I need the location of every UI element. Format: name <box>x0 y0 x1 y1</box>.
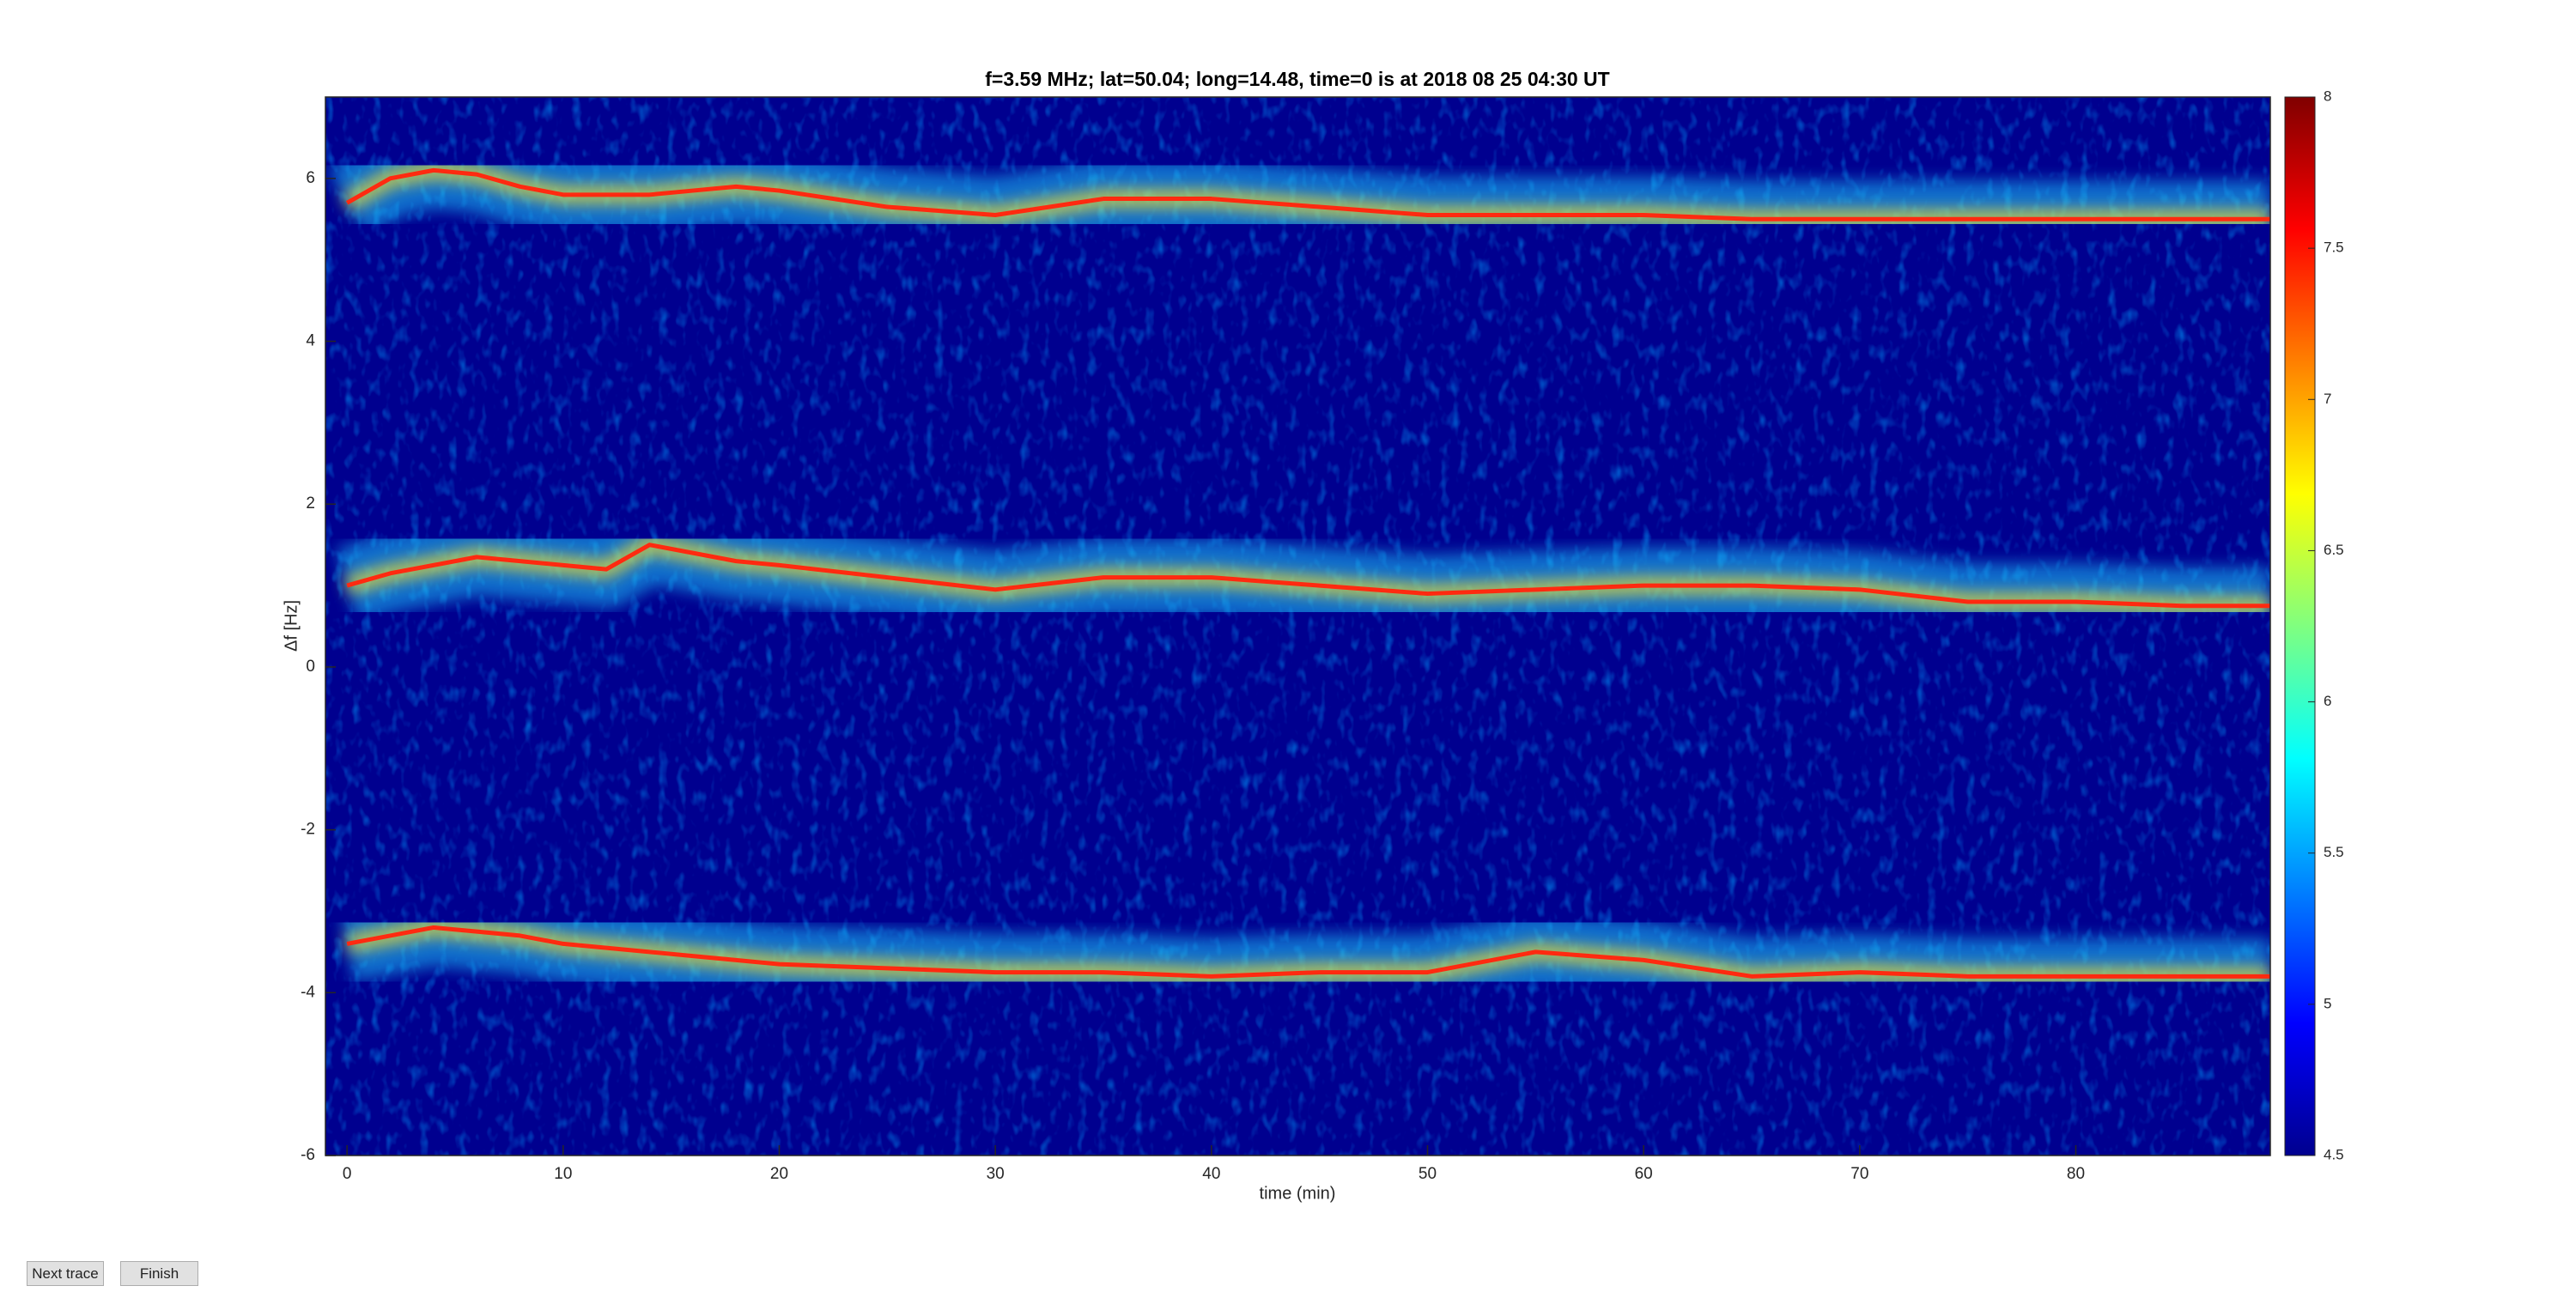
y-tick-label: -6 <box>301 1146 315 1164</box>
x-axis-label: time (min) <box>1260 1184 1336 1203</box>
colorbar-tick-label: 4.5 <box>2324 1146 2344 1162</box>
x-tick-label: 60 <box>1635 1165 1653 1183</box>
x-tick-label: 70 <box>1850 1165 1868 1183</box>
trace-bands <box>328 131 2270 1016</box>
x-tick-label: 0 <box>343 1165 352 1183</box>
colorbar-tick-label: 6 <box>2324 693 2331 709</box>
finish-button[interactable]: Finish <box>120 1261 198 1286</box>
x-tick-label: 40 <box>1202 1165 1220 1183</box>
plot-frame <box>325 96 2271 1156</box>
y-tick-label: -4 <box>301 983 315 1001</box>
colorbar-tick-label: 5.5 <box>2324 844 2344 860</box>
y-tick-label: 4 <box>306 332 315 350</box>
trace-line <box>346 543 2270 609</box>
y-tick-label: 2 <box>306 494 315 513</box>
trace-line <box>346 925 2270 979</box>
figure: f=3.59 MHz; lat=50.04; long=14.48, time=… <box>282 68 2344 1203</box>
x-tick-label: 30 <box>987 1165 1005 1183</box>
next-trace-button[interactable]: Next trace <box>27 1261 104 1286</box>
colorbar-tick-label: 8 <box>2324 88 2331 104</box>
chart-title: f=3.59 MHz; lat=50.04; long=14.48, time=… <box>985 68 1609 90</box>
y-axis-label: Δf [Hz] <box>282 600 301 652</box>
x-tick-label: 10 <box>554 1165 572 1183</box>
y-tick-label: 6 <box>306 169 315 187</box>
x-tick-label: 80 <box>2067 1165 2085 1183</box>
colorbar-tick-label: 6.5 <box>2324 542 2344 558</box>
colorbar-tick-label: 5 <box>2324 995 2331 1011</box>
x-tick-label: 20 <box>770 1165 788 1183</box>
colorbar <box>2284 96 2316 1156</box>
colorbar-tick-label: 7.5 <box>2324 240 2344 256</box>
y-tick-label: 0 <box>306 658 315 676</box>
colorbar-tick-label: 7 <box>2324 391 2331 407</box>
x-tick-label: 50 <box>1419 1165 1437 1183</box>
y-tick-label: -2 <box>301 821 315 839</box>
trace-line <box>345 167 2270 221</box>
